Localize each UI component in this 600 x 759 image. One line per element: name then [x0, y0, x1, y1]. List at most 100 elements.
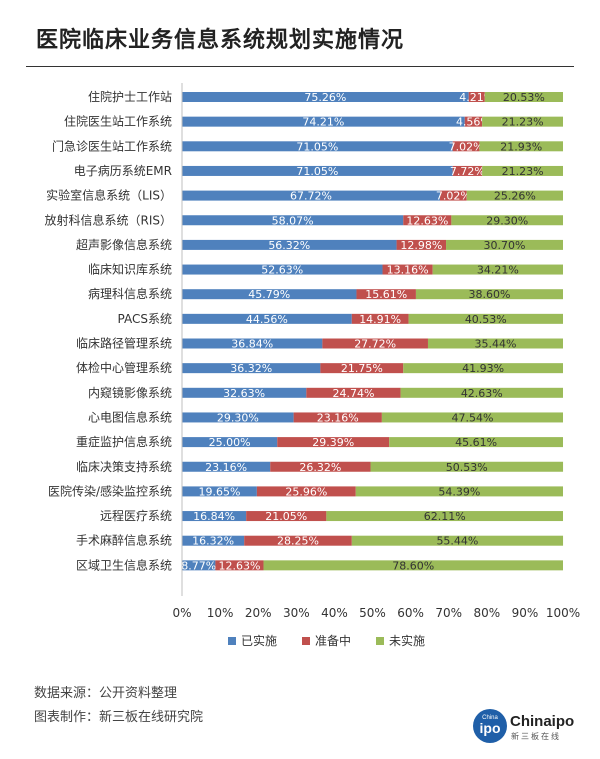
category-label: 重症监护信息系统: [76, 434, 172, 449]
legend-label: 未实施: [389, 633, 425, 648]
bar-segment: [182, 338, 323, 349]
legend-label: 已实施: [241, 633, 277, 648]
data-label: 14.91%: [359, 313, 401, 326]
data-label: 67.72%: [290, 190, 332, 203]
bar-segment: [182, 289, 357, 300]
legend-swatch: [302, 637, 310, 645]
bar-segment: [182, 264, 383, 275]
category-label: 远程医疗系统: [100, 508, 172, 523]
data-label: 41.93%: [462, 362, 504, 375]
category-label: 临床路径管理系统: [76, 336, 172, 351]
bar-segment: [244, 535, 352, 546]
legend-label: 准备中: [315, 633, 351, 648]
bar-segment: [246, 511, 327, 522]
data-label: 16.84%: [193, 510, 235, 523]
bar-segment: [351, 535, 564, 546]
bar-segment: [452, 141, 480, 152]
data-label: 30.70%: [484, 239, 526, 252]
bar-segment: [182, 141, 453, 152]
data-label: 23.16%: [317, 411, 359, 424]
bar-segment: [182, 437, 278, 448]
data-label: 78.60%: [392, 559, 434, 572]
bar-segment: [370, 461, 564, 472]
data-label: 7.72%: [450, 165, 485, 178]
data-label: 25.26%: [494, 190, 536, 203]
chart-maker-value: 新三板在线研究院: [99, 710, 204, 725]
category-label: 心电图信息系统: [88, 409, 172, 424]
data-label: 13.16%: [387, 264, 429, 277]
bar-segment: [182, 511, 247, 522]
bar-segment: [446, 239, 563, 250]
bar-segment: [326, 511, 563, 522]
bar-segment: [182, 387, 307, 398]
x-tick-label: 40%: [321, 606, 348, 620]
data-label: 25.96%: [285, 485, 327, 498]
bar-segment: [256, 486, 356, 497]
data-label: 20.53%: [503, 91, 545, 104]
data-label: 44.56%: [246, 313, 288, 326]
bar-segment: [356, 289, 416, 300]
data-label: 45.79%: [248, 288, 290, 301]
data-label: 12.98%: [400, 239, 442, 252]
data-label: 15.61%: [365, 288, 407, 301]
bar-segment: [182, 239, 397, 250]
title-divider: [26, 66, 574, 67]
x-tick-label: 90%: [512, 606, 539, 620]
data-label: 38.60%: [468, 288, 510, 301]
chart-maker: 图表制作：新三板在线研究院: [34, 706, 203, 725]
logo-badge-small-text: China: [482, 715, 498, 721]
bar-segment: [306, 387, 401, 398]
bar-segment: [182, 190, 441, 201]
bar-segment: [484, 92, 563, 102]
category-label: 医院传染/感染监控系统: [48, 483, 172, 498]
bar-segment: [182, 461, 271, 472]
category-label: 门急诊医生站工作系统: [52, 138, 172, 153]
data-label: 16.32%: [192, 535, 234, 548]
bar-segment: [351, 313, 409, 324]
data-label: 71.05%: [296, 140, 338, 153]
category-label: 住院医生站工作系统: [64, 115, 172, 129]
data-label: 21.75%: [341, 362, 383, 375]
bar-segment: [182, 215, 404, 226]
data-label: 40.53%: [465, 313, 507, 326]
bar-segment: [468, 92, 485, 102]
bar-segment: [466, 190, 563, 201]
chart-maker-label: 图表制作：: [34, 710, 100, 725]
bar-segment: [182, 313, 352, 324]
logo-name: Chinaipo: [510, 713, 574, 730]
bar-segment: [270, 461, 371, 472]
bar-segment: [182, 363, 321, 374]
category-label: 电子病历系统EMR: [74, 163, 172, 178]
data-label: 55.44%: [436, 535, 478, 548]
bar-segment: [382, 264, 433, 275]
data-label: 29.30%: [486, 214, 528, 227]
bar-segment: [182, 535, 245, 546]
data-label: 54.39%: [438, 485, 480, 498]
bar-segment: [479, 141, 563, 152]
bar-segment: [381, 412, 563, 423]
data-label: 27.72%: [354, 338, 396, 351]
data-label: 12.63%: [406, 214, 448, 227]
data-label: 23.16%: [205, 461, 247, 474]
data-label: 25.00%: [209, 436, 251, 449]
bar-segment: [400, 387, 563, 398]
x-tick-label: 50%: [359, 606, 386, 620]
chinaipo-logo: China ipo Chinaipo 新三板在线: [473, 709, 574, 743]
x-tick-label: 100%: [546, 606, 580, 620]
bar-segment: [355, 486, 563, 497]
data-label: 32.63%: [223, 387, 265, 400]
data-label: 62.11%: [424, 510, 466, 523]
legend-swatch: [228, 637, 236, 645]
category-label: 病理科信息系统: [88, 286, 172, 301]
data-label: 56.32%: [268, 239, 310, 252]
legend-swatch: [376, 637, 384, 645]
bar-segment: [277, 437, 390, 448]
x-tick-label: 0%: [172, 606, 191, 620]
bar-segment: [182, 165, 453, 176]
category-label: 临床知识库系统: [88, 262, 172, 277]
category-label: 临床决策支持系统: [76, 459, 172, 474]
x-tick-label: 80%: [473, 606, 500, 620]
category-label: PACS系统: [118, 312, 172, 326]
data-label: 45.61%: [455, 436, 497, 449]
data-source-label: 数据来源：: [34, 686, 100, 701]
